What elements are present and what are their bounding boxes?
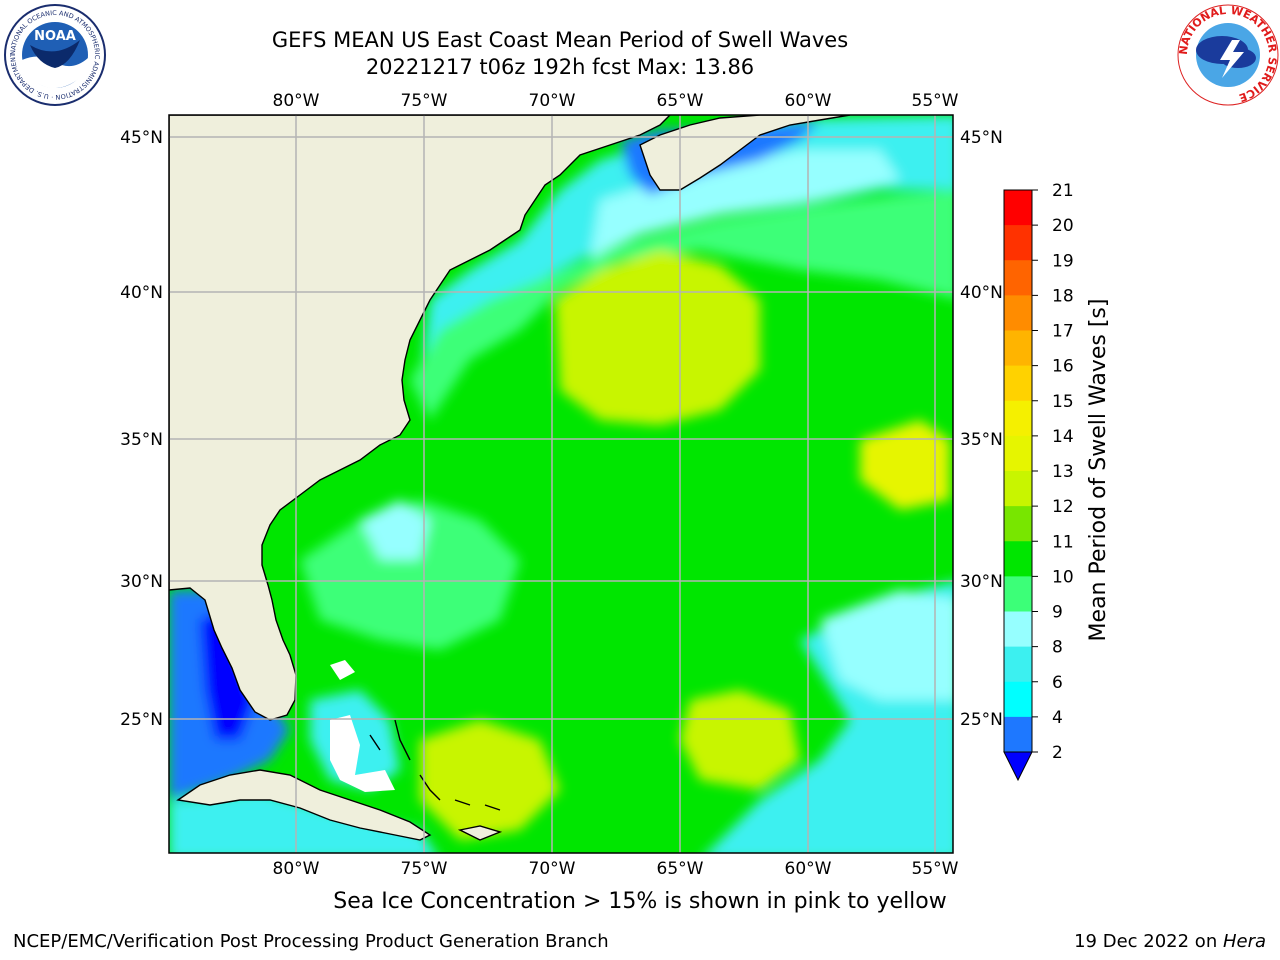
region-east-lime	[680, 690, 800, 790]
colorbar-swatch	[1004, 506, 1032, 542]
colorbar-tick-label: 21	[1052, 181, 1074, 201]
colorbar-tick-label: 6	[1052, 673, 1063, 693]
lat-label: 25°N	[120, 710, 163, 730]
colorbar-swatch	[1004, 681, 1032, 718]
map-frame	[168, 114, 954, 854]
lon-label: 75°W	[401, 859, 448, 879]
lat-label: 30°N	[960, 572, 1003, 592]
region-east-yellow	[860, 420, 950, 510]
region-mid-atlantic-green	[410, 190, 953, 420]
lon-label: 70°W	[529, 91, 576, 111]
footer-date: 19 Dec 2022 on Hera	[1074, 931, 1266, 952]
lon-label: 75°W	[401, 91, 448, 111]
lat-label: 45°N	[120, 128, 163, 148]
lon-label: 60°W	[785, 91, 832, 111]
ice-free-patch-2	[330, 660, 355, 680]
colorbar-tick-label: 15	[1052, 392, 1074, 412]
region-slope-light	[590, 150, 900, 260]
footer-date-text: 19 Dec 2022 on	[1074, 931, 1223, 952]
colorbar-tick-label: 9	[1052, 603, 1063, 623]
lat-label: 35°N	[120, 430, 163, 450]
region-south-yellow	[420, 720, 560, 840]
lon-label: 65°W	[657, 859, 704, 879]
colorbar-tick-label: 11	[1052, 532, 1074, 552]
lat-label: 30°N	[120, 572, 163, 592]
lat-label: 25°N	[960, 710, 1003, 730]
lon-label: 65°W	[657, 91, 704, 111]
colorbar-swatch	[1004, 471, 1032, 507]
land-hispaniola	[457, 825, 503, 841]
map-gridlines	[169, 115, 953, 853]
region-gulf-deep	[200, 610, 255, 740]
noaa-logo-text: NOAA	[34, 29, 76, 44]
lon-label: 55°W	[912, 859, 959, 879]
chart-title: GEFS MEAN US East Coast Mean Period of S…	[271, 28, 849, 52]
lat-labels-right: 45°N 40°N 35°N 30°N 25°N	[960, 128, 1003, 730]
footer-branch: NCEP/EMC/Verification Post Processing Pr…	[13, 931, 609, 952]
colorbar-tick-label: 13	[1052, 462, 1074, 482]
colorbar-swatch	[1004, 541, 1032, 577]
lon-label: 55°W	[912, 91, 959, 111]
lon-labels-top: 80°W 75°W 70°W 65°W 60°W 55°W	[273, 91, 959, 111]
lon-label: 80°W	[273, 859, 320, 879]
lon-label: 70°W	[529, 859, 576, 879]
chart-subtitle: 20221217 t06z 192h fcst Max: 13.86	[365, 55, 755, 79]
ice-free-patch	[330, 715, 395, 792]
colorbar-tick-label: 8	[1052, 638, 1063, 658]
sea-ice-caption: Sea Ice Concentration > 15% is shown in …	[333, 889, 947, 914]
colorbar-extend-arrow	[1003, 751, 1033, 782]
colorbar-swatch	[1004, 435, 1032, 472]
colorbar-swatch	[1004, 646, 1032, 683]
colorbar-label: Mean Period of Swell Waves [s]	[1086, 299, 1111, 642]
lon-label: 60°W	[785, 859, 832, 879]
colorbar-swatch	[1004, 611, 1032, 648]
colorbar-swatch	[1004, 260, 1032, 296]
region-caribbean-cyan	[169, 790, 436, 853]
colorbar-swatch	[1004, 576, 1032, 612]
lat-label: 40°N	[960, 283, 1003, 303]
colorbar-tick-label: 20	[1052, 216, 1074, 236]
colorbar-swatch	[1004, 365, 1032, 402]
colorbar-tick-label: 16	[1052, 357, 1074, 377]
lat-label: 45°N	[960, 128, 1003, 148]
lat-label: 35°N	[960, 430, 1003, 450]
colorbar-tick-label: 10	[1052, 567, 1074, 587]
footer-host: Hera	[1222, 931, 1266, 952]
noaa-logo: NOAA NATIONAL OCEANIC AND ATMOSPHERIC AD…	[0, 0, 106, 106]
colorbar-tick-label: 14	[1052, 427, 1074, 447]
colorbar-swatch	[1004, 190, 1032, 226]
land-cuba	[176, 769, 432, 841]
region-southeast-light	[820, 590, 953, 700]
colorbar: 21 20 19 18 17 16 15 14 13 12 11 10 9 8 6 4 2	[1003, 181, 1074, 782]
colorbar-swatch	[1004, 225, 1032, 261]
lon-labels-bottom: 80°W 75°W 70°W 65°W 60°W 55°W	[273, 859, 959, 879]
colorbar-tick-label: 17	[1052, 322, 1074, 342]
region-central-lime	[555, 250, 760, 425]
colorbar-tick-label: 18	[1052, 286, 1074, 306]
lon-label: 80°W	[273, 91, 320, 111]
region-south-lightgreen	[300, 500, 520, 650]
colorbar-swatch	[1004, 330, 1032, 367]
colorbar-tick-label: 2	[1052, 743, 1063, 763]
colorbar-tick-label: 4	[1052, 708, 1063, 728]
nws-logo: NATIONAL WEATHER SERVICE	[1177, 4, 1279, 106]
colorbar-tick-label: 12	[1052, 497, 1074, 517]
lat-label: 40°N	[120, 283, 163, 303]
land-north-america	[169, 115, 671, 721]
colorbar-swatch	[1004, 716, 1032, 753]
region-south-light	[360, 500, 430, 560]
colorbar-tick-label: 19	[1052, 251, 1074, 271]
land-maritimes	[639, 115, 851, 191]
colorbar-swatch	[1004, 400, 1032, 437]
map-area	[169, 115, 953, 853]
colorbar-swatch	[1004, 295, 1032, 331]
lat-labels-left: 45°N 40°N 35°N 30°N 25°N	[120, 128, 163, 730]
